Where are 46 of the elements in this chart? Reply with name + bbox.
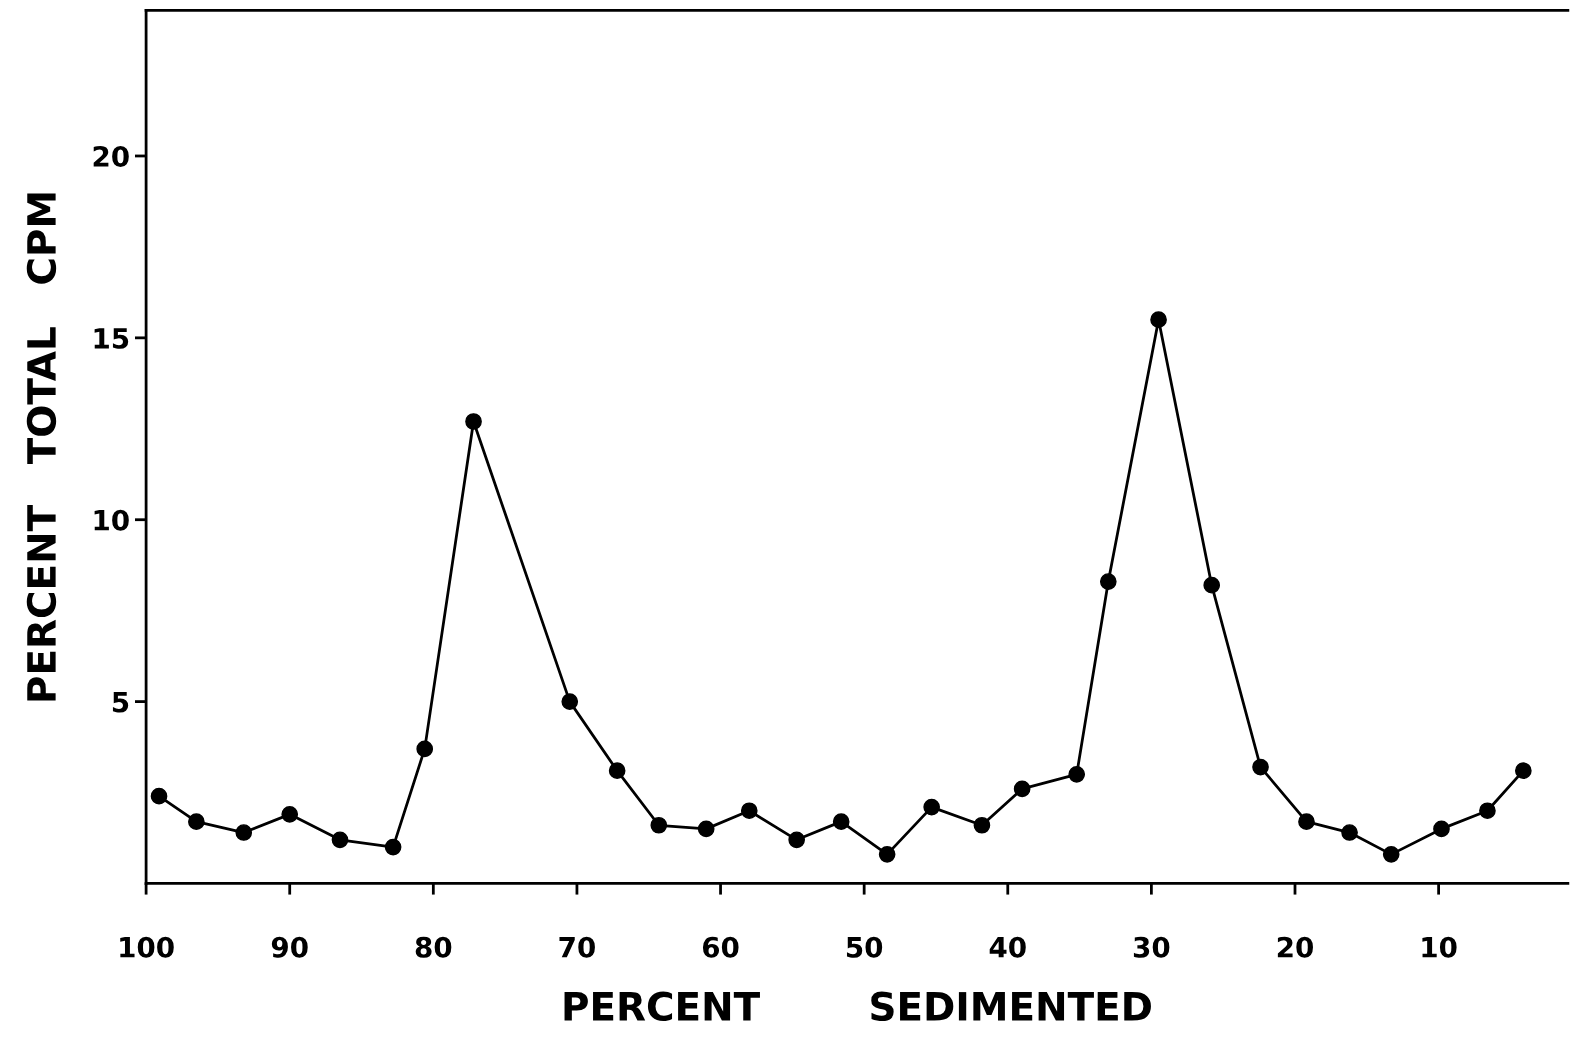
point bbox=[878, 846, 896, 863]
point bbox=[608, 762, 626, 780]
x-tick-label: 60 bbox=[702, 936, 739, 958]
point bbox=[973, 816, 991, 834]
point bbox=[331, 831, 349, 849]
x-tick-label: 20 bbox=[1277, 936, 1313, 958]
x-tick-label: 50 bbox=[846, 936, 883, 958]
x-axis-title: PERCENT SEDIMENTED bbox=[564, 991, 1151, 1022]
point bbox=[416, 740, 434, 758]
y-tick-label: 15 bbox=[94, 328, 129, 349]
x-tick-label: 90 bbox=[271, 936, 308, 958]
y-tick-label: 20 bbox=[93, 145, 129, 167]
point bbox=[561, 693, 579, 710]
point bbox=[832, 813, 850, 830]
point bbox=[788, 831, 805, 849]
point bbox=[1433, 820, 1450, 838]
point bbox=[1479, 802, 1496, 820]
point bbox=[1150, 311, 1167, 328]
y-axis-title: PERCENT TOTAL CPM bbox=[26, 193, 57, 701]
y-tick-label: 10 bbox=[94, 509, 129, 531]
y-tick-label: 5 bbox=[112, 691, 129, 713]
point bbox=[1203, 576, 1221, 594]
x-tick-label: 100 bbox=[120, 936, 174, 958]
point bbox=[1341, 824, 1358, 841]
point bbox=[1252, 758, 1269, 776]
point bbox=[1068, 766, 1086, 783]
point bbox=[923, 798, 940, 816]
point bbox=[384, 838, 402, 856]
point bbox=[465, 413, 482, 430]
point bbox=[188, 813, 205, 830]
point bbox=[1514, 762, 1532, 780]
point bbox=[235, 824, 253, 841]
point bbox=[150, 787, 168, 805]
point bbox=[1382, 846, 1400, 863]
point bbox=[1013, 780, 1031, 798]
x-tick-label: 70 bbox=[559, 936, 595, 958]
x-tick-label: 80 bbox=[415, 936, 452, 958]
point bbox=[697, 820, 715, 838]
point bbox=[650, 816, 668, 834]
x-tick-label: 30 bbox=[1133, 936, 1170, 958]
x-tick-label: 40 bbox=[989, 936, 1026, 958]
point bbox=[1099, 573, 1117, 590]
x-tick-label: 10 bbox=[1422, 936, 1457, 958]
point bbox=[740, 802, 758, 820]
point bbox=[281, 806, 299, 823]
point bbox=[1298, 813, 1315, 830]
